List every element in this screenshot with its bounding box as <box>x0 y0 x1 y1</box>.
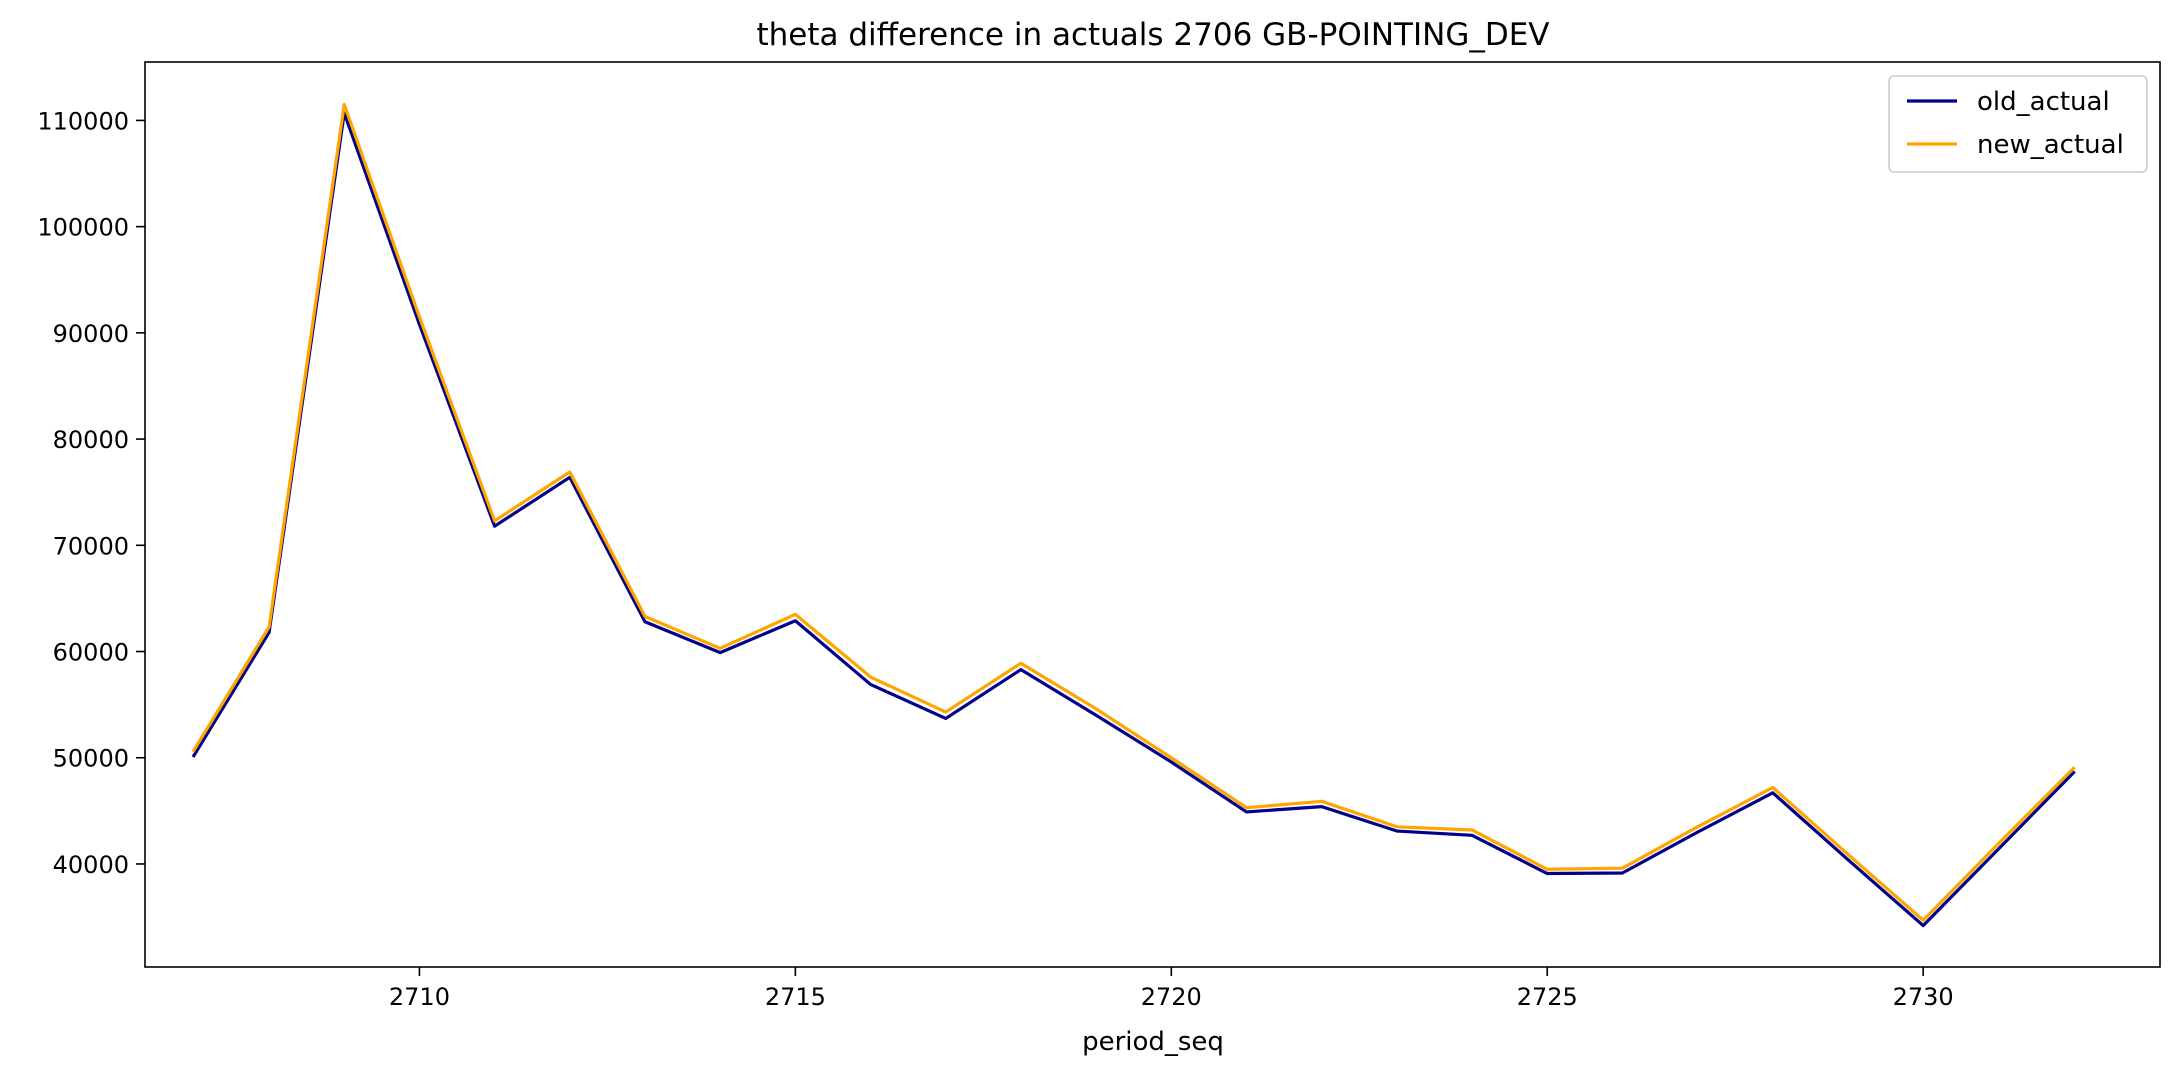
y-axis: 40000 50000 60000 70000 80000 90000 100000 1100… <box>37 107 145 879</box>
legend-label: old_actual <box>1977 87 2110 117</box>
series-layer <box>191 102 2076 928</box>
y-tick-label: 100000 <box>37 214 129 242</box>
series-line-old-actual <box>191 111 2076 928</box>
x-tick-label: 2720 <box>1141 983 1202 1011</box>
y-tick-label: 60000 <box>53 639 129 667</box>
y-tick-label: 80000 <box>53 426 129 454</box>
legend-label: new_actual <box>1977 130 2124 160</box>
plot-area <box>145 62 2160 967</box>
legend: old_actual new_actual <box>1888 75 2148 173</box>
x-tick-label: 2715 <box>765 983 826 1011</box>
x-tick-label: 2710 <box>389 983 450 1011</box>
chart-title: theta difference in actuals 2706 GB-POIN… <box>756 17 1549 53</box>
y-tick-label: 70000 <box>53 532 129 560</box>
x-tick-label: 2725 <box>1517 983 1578 1011</box>
x-axis: 2710 2715 2720 2725 2730 <box>389 967 1954 1011</box>
series-line-new-actual <box>191 102 2076 922</box>
x-tick-label: 2730 <box>1893 983 1954 1011</box>
y-tick-label: 50000 <box>53 745 129 773</box>
y-tick-label: 90000 <box>53 320 129 348</box>
y-tick-label: 110000 <box>37 107 129 135</box>
x-axis-label: period_seq <box>1082 1027 1224 1057</box>
plot-frame <box>144 61 2161 968</box>
y-tick-label: 40000 <box>53 851 129 879</box>
